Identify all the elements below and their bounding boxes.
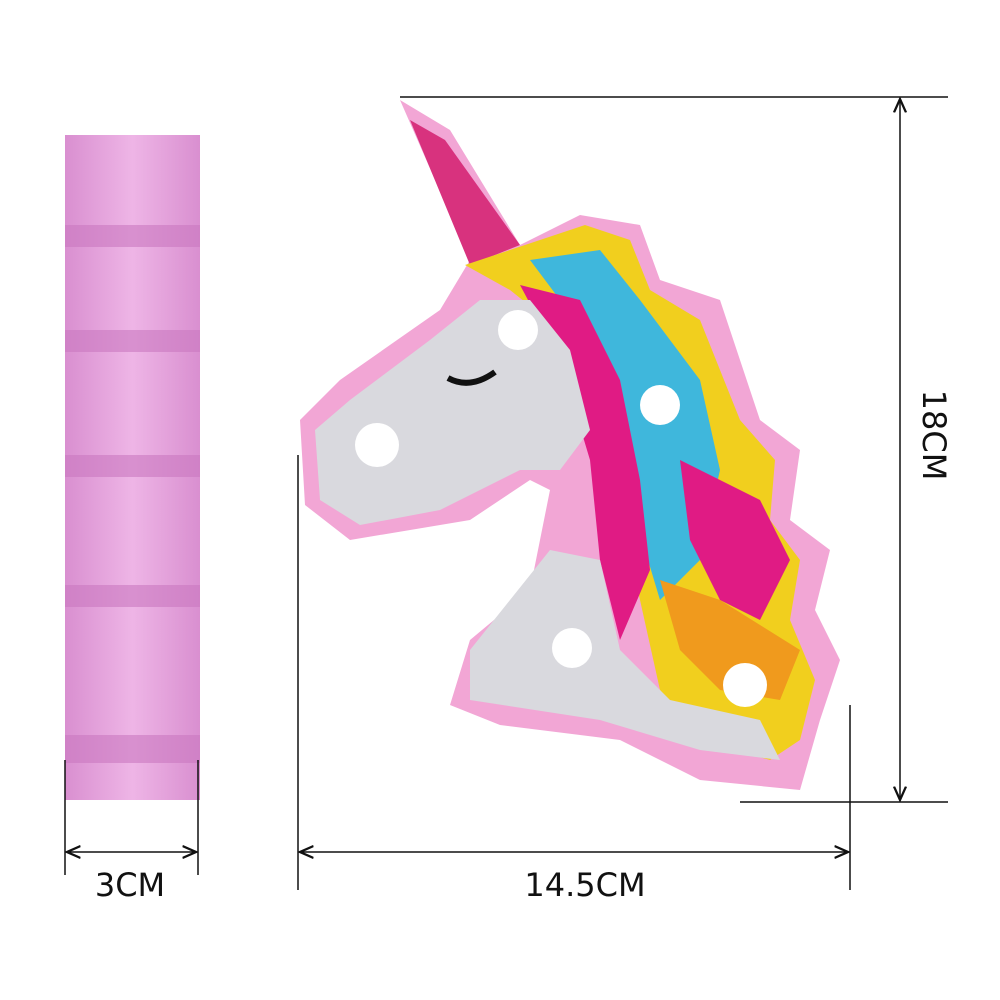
width-label: 14.5CM	[524, 866, 645, 904]
side-view	[65, 135, 200, 800]
depth-label: 3CM	[95, 866, 165, 904]
dimension-lines	[64, 96, 948, 890]
height-label: 18CM	[915, 390, 953, 481]
unicorn	[300, 100, 840, 790]
